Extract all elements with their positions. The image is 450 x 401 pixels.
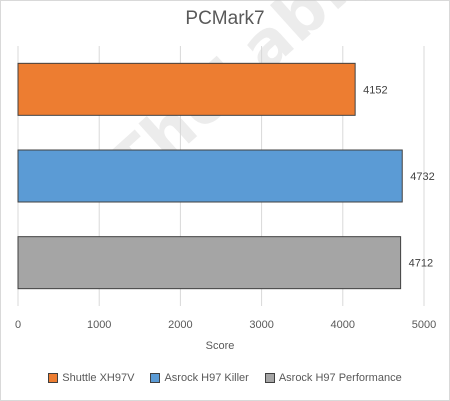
x-tick-label-3: 3000 xyxy=(249,319,273,331)
data-label-2: 4712 xyxy=(409,258,433,270)
chart-title: PCMark7 xyxy=(185,8,265,29)
x-axis-ticks: 0 1000 2000 3000 4000 5000 xyxy=(15,319,436,331)
legend-item-2: Asrock H97 Performance xyxy=(264,372,402,384)
legend-item-1: Asrock H97 Killer xyxy=(150,372,249,384)
x-axis-title: Score xyxy=(206,340,235,352)
data-label-1: 4732 xyxy=(410,171,434,183)
legend: Shuttle XH97V Asrock H97 Killer Asrock H… xyxy=(0,372,450,384)
legend-swatch-1 xyxy=(150,373,161,383)
data-label-0: 4152 xyxy=(363,84,387,96)
data-labels: 4152 4732 4712 xyxy=(363,84,435,269)
bars xyxy=(17,62,403,290)
legend-label-2: Asrock H97 Performance xyxy=(278,372,402,384)
x-tick-label-5: 5000 xyxy=(412,319,436,331)
x-tick-label-4: 4000 xyxy=(331,319,355,331)
legend-item-0: Shuttle XH97V xyxy=(48,372,134,384)
bar-0 xyxy=(17,62,356,116)
legend-swatch-0 xyxy=(48,373,59,383)
x-tick-label-0: 0 xyxy=(15,319,21,331)
legend-label-0: Shuttle XH97V xyxy=(62,372,135,384)
legend-label-1: Asrock H97 Killer xyxy=(164,372,249,384)
x-tick-label-2: 2000 xyxy=(168,319,192,331)
legend-swatch-2 xyxy=(264,373,275,383)
bar-1 xyxy=(17,149,403,203)
bar-2 xyxy=(17,236,402,290)
x-tick-label-1: 1000 xyxy=(87,319,111,331)
